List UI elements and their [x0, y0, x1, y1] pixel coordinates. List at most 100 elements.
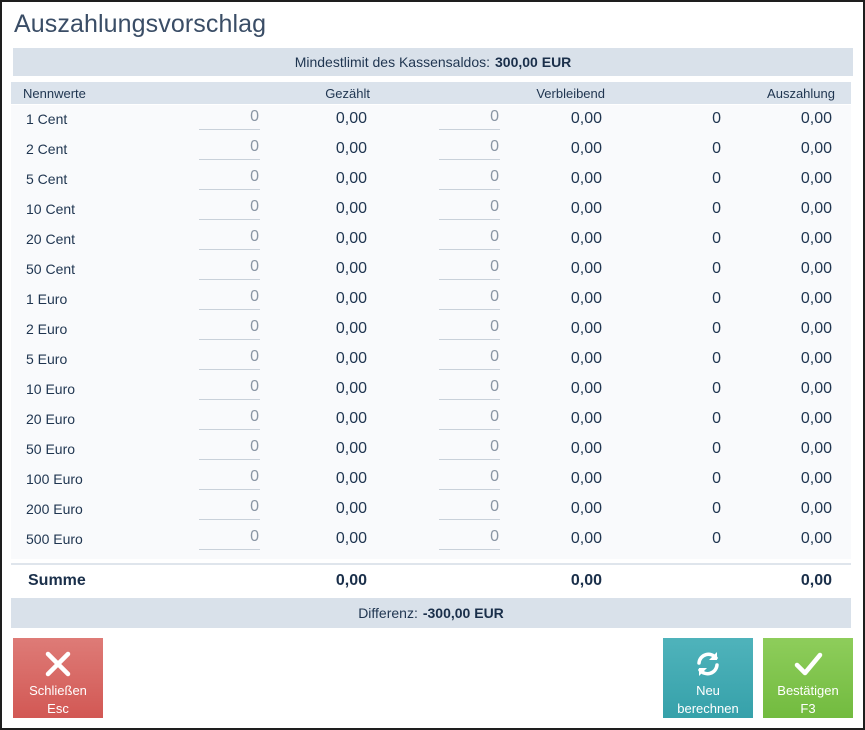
min-limit-banner: Mindestlimit des Kassensaldos: 300,00 EU… — [13, 48, 853, 76]
denomination-label: 20 Cent — [26, 231, 76, 247]
payout-amount: 0,00 — [800, 380, 832, 397]
counted-amount: 0,00 — [335, 290, 367, 307]
counted-amount: 0,00 — [335, 530, 367, 547]
denomination-label: 50 Cent — [26, 261, 76, 277]
payout-amount: 0,00 — [800, 440, 832, 457]
denomination-label: 1 Euro — [26, 291, 68, 307]
recalculate-label-line2: berechnen — [677, 701, 739, 716]
remaining-amount: 0,00 — [570, 230, 602, 247]
counted-quantity-input[interactable] — [199, 195, 260, 220]
confirm-button[interactable]: Bestätigen F3 — [763, 638, 853, 718]
difference-label: Differenz: — [358, 605, 418, 621]
table-row: 10 Euro 0,00 0,00 0 0,00 — [11, 375, 851, 405]
denomination-label: 1 Cent — [26, 111, 68, 127]
close-button[interactable]: Schließen Esc — [13, 638, 103, 718]
payout-quantity: 0 — [712, 230, 721, 247]
remaining-quantity-input[interactable] — [439, 135, 500, 160]
counted-quantity-input[interactable] — [199, 225, 260, 250]
payout-quantity: 0 — [712, 320, 721, 337]
payout-amount: 0,00 — [800, 200, 832, 217]
close-button-label: Schließen — [29, 683, 87, 698]
counted-amount: 0,00 — [335, 380, 367, 397]
remaining-quantity-input[interactable] — [439, 465, 500, 490]
denomination-label: 10 Cent — [26, 201, 76, 217]
table-row: 50 Cent 0,00 0,00 0 0,00 — [11, 255, 851, 285]
remaining-quantity-input[interactable] — [439, 165, 500, 190]
table-row: 5 Cent 0,00 0,00 0 0,00 — [11, 165, 851, 195]
remaining-quantity-input[interactable] — [439, 435, 500, 460]
confirm-button-shortcut: F3 — [800, 701, 816, 716]
counted-quantity-input[interactable] — [199, 375, 260, 400]
remaining-quantity-input[interactable] — [439, 105, 500, 130]
counted-quantity-input[interactable] — [199, 435, 260, 460]
counted-quantity-input[interactable] — [199, 255, 260, 280]
recalculate-button[interactable]: Neu berechnen — [663, 638, 753, 718]
remaining-amount: 0,00 — [570, 440, 602, 457]
remaining-amount: 0,00 — [570, 380, 602, 397]
table-row: 1 Cent 0,00 0,00 0 0,00 — [11, 105, 851, 135]
payout-quantity: 0 — [712, 260, 721, 277]
payout-quantity: 0 — [712, 380, 721, 397]
column-header-remaining: Verbleibend — [536, 86, 605, 101]
payout-quantity: 0 — [712, 470, 721, 487]
counted-quantity-input[interactable] — [199, 315, 260, 340]
remaining-quantity-input[interactable] — [439, 375, 500, 400]
remaining-quantity-input[interactable] — [439, 495, 500, 520]
remaining-quantity-input[interactable] — [439, 225, 500, 250]
denomination-label: 2 Cent — [26, 141, 68, 157]
remaining-quantity-input[interactable] — [439, 345, 500, 370]
table-row: 20 Cent 0,00 0,00 0 0,00 — [11, 225, 851, 255]
payout-quantity: 0 — [712, 440, 721, 457]
payout-amount: 0,00 — [800, 170, 832, 187]
recalculate-label-line1: Neu — [696, 683, 720, 698]
denomination-label: 20 Euro — [26, 411, 76, 427]
checkmark-icon — [763, 646, 853, 682]
counted-quantity-input[interactable] — [199, 165, 260, 190]
payout-amount: 0,00 — [800, 350, 832, 367]
denomination-label: 100 Euro — [26, 471, 83, 487]
payout-quantity: 0 — [712, 410, 721, 427]
counted-quantity-input[interactable] — [199, 285, 260, 310]
denomination-label: 50 Euro — [26, 441, 76, 457]
refresh-icon — [663, 646, 753, 682]
denomination-label: 5 Euro — [26, 351, 68, 367]
remaining-quantity-input[interactable] — [439, 525, 500, 550]
remaining-quantity-input[interactable] — [439, 285, 500, 310]
table-row: 500 Euro 0,00 0,00 0 0,00 — [11, 525, 851, 555]
remaining-quantity-input[interactable] — [439, 255, 500, 280]
counted-amount: 0,00 — [335, 350, 367, 367]
remaining-amount: 0,00 — [570, 410, 602, 427]
payout-quantity: 0 — [712, 140, 721, 157]
counted-quantity-input[interactable] — [199, 135, 260, 160]
remaining-quantity-input[interactable] — [439, 195, 500, 220]
counted-quantity-input[interactable] — [199, 525, 260, 550]
totals-label: Summe — [28, 572, 86, 589]
denomination-table: 1 Cent 0,00 0,00 0 0,00 2 Cent 0,00 0,00… — [11, 105, 851, 559]
column-header-counted: Gezählt — [325, 86, 370, 101]
remaining-amount: 0,00 — [570, 470, 602, 487]
remaining-quantity-input[interactable] — [439, 315, 500, 340]
payout-amount: 0,00 — [800, 470, 832, 487]
counted-quantity-input[interactable] — [199, 405, 260, 430]
payout-amount: 0,00 — [800, 110, 832, 127]
min-limit-value: 300,00 EUR — [495, 54, 572, 70]
counted-quantity-input[interactable] — [199, 345, 260, 370]
total-payout: 0,00 — [800, 572, 832, 589]
remaining-amount: 0,00 — [570, 290, 602, 307]
counted-quantity-input[interactable] — [199, 465, 260, 490]
table-row: 5 Euro 0,00 0,00 0 0,00 — [11, 345, 851, 375]
payout-amount: 0,00 — [800, 410, 832, 427]
remaining-quantity-input[interactable] — [439, 405, 500, 430]
total-counted: 0,00 — [335, 572, 367, 589]
payout-quantity: 0 — [712, 500, 721, 517]
counted-quantity-input[interactable] — [199, 495, 260, 520]
payout-quantity: 0 — [712, 290, 721, 307]
table-row: 20 Euro 0,00 0,00 0 0,00 — [11, 405, 851, 435]
counted-quantity-input[interactable] — [199, 105, 260, 130]
table-row: 200 Euro 0,00 0,00 0 0,00 — [11, 495, 851, 525]
counted-amount: 0,00 — [335, 440, 367, 457]
remaining-amount: 0,00 — [570, 320, 602, 337]
payout-amount: 0,00 — [800, 260, 832, 277]
counted-amount: 0,00 — [335, 260, 367, 277]
payout-amount: 0,00 — [800, 290, 832, 307]
